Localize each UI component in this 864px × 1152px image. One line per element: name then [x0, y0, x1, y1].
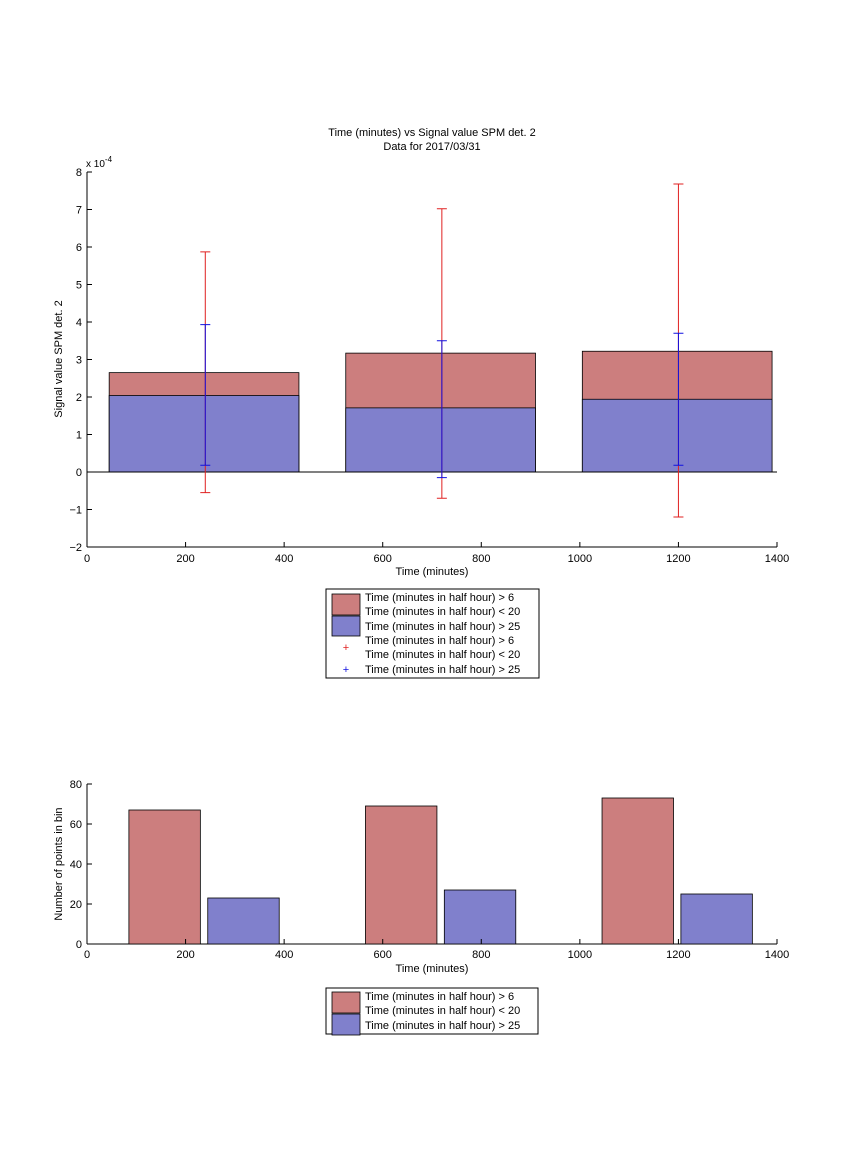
top-chart: 0 200 400 600 800 1000 1200 1400 −2 −1 0 1 2 3 4 5 6 7 8 [69, 167, 789, 565]
bottom-ylabel: Number of points in bin [53, 807, 65, 920]
top-legend-label-3b: Time (minutes in half hour) < 20 [365, 649, 520, 661]
top-exponent-power: -4 [105, 155, 113, 164]
top-xlabel: Time (minutes) [396, 566, 469, 578]
top-x-tick-label: 1200 [666, 553, 690, 565]
bottom-bar-red [601, 797, 674, 945]
bottom-x-tick-label: 800 [472, 949, 490, 961]
top-exponent-label: x 10-4 [86, 155, 113, 170]
top-legend-label-3a: Time (minutes in half hour) > 6 [365, 635, 514, 647]
top-y-tick-label: 1 [76, 430, 82, 442]
top-y-tick-label: −1 [69, 505, 82, 517]
bottom-legend: Time (minutes in half hour) > 6 Time (mi… [325, 987, 539, 1036]
top-y-tick-label: 8 [76, 167, 82, 179]
top-bar-blue [345, 407, 536, 473]
bottom-legend-label-1a: Time (minutes in half hour) > 6 [365, 991, 514, 1003]
bottom-y-tick-label: 60 [70, 819, 82, 831]
bottom-chart: 0 200 400 600 800 1000 1200 1400 0 20 40 60 80 [70, 779, 789, 961]
top-y-tick-label: 4 [76, 317, 82, 329]
top-legend-blue-plus-icon: + [343, 664, 349, 676]
bottom-legend-label-1b: Time (minutes in half hour) < 20 [365, 1005, 520, 1017]
bottom-bar-blue [207, 897, 280, 945]
bottom-legend-blue-patch [331, 1013, 361, 1036]
bottom-bar-blue [680, 893, 753, 945]
top-y-tick-label: −2 [69, 542, 82, 554]
bottom-bar-blue [443, 889, 517, 945]
top-x-tick-label: 400 [275, 553, 293, 565]
bottom-x-tick-label: 200 [176, 949, 194, 961]
bottom-legend-label-2: Time (minutes in half hour) > 25 [365, 1020, 520, 1032]
top-x-tick-label: 800 [472, 553, 490, 565]
bottom-legend-red-patch [331, 991, 361, 1014]
bottom-x-tick-label: 1000 [568, 949, 592, 961]
top-y-tick-label: 2 [76, 392, 82, 404]
bottom-xlabel: Time (minutes) [396, 963, 469, 975]
bottom-bar-red [365, 805, 438, 945]
top-y-tick-label: 5 [76, 280, 82, 292]
top-x-tick-label: 1000 [568, 553, 592, 565]
top-legend-label-1a: Time (minutes in half hour) > 6 [365, 592, 514, 604]
bottom-x-tick-label: 1400 [765, 949, 789, 961]
top-x-tick-label: 600 [374, 553, 392, 565]
bottom-x-tick-label: 1200 [666, 949, 690, 961]
top-y-tick-label: 3 [76, 355, 82, 367]
chart-title: Time (minutes) vs Signal value SPM det. … [328, 127, 535, 139]
bottom-y-tick-label: 80 [70, 779, 82, 791]
bottom-x-tick-label: 600 [374, 949, 392, 961]
top-ylabel: Signal value SPM det. 2 [53, 300, 65, 417]
top-legend-red-plus-icon: + [343, 642, 349, 654]
top-legend-label-2: Time (minutes in half hour) > 25 [365, 621, 520, 633]
top-legend: Time (minutes in half hour) > 6 Time (mi… [325, 588, 540, 679]
top-x-tick-label: 200 [176, 553, 194, 565]
top-exponent-base: x 10 [86, 159, 105, 170]
bottom-legend-box [325, 987, 539, 1035]
top-legend-blue-patch [331, 615, 361, 637]
chart-subtitle: Data for 2017/03/31 [383, 141, 480, 153]
top-legend-label-4: Time (minutes in half hour) > 25 [365, 664, 520, 676]
bottom-y-tick-label: 40 [70, 859, 82, 871]
bottom-x-tick-label: 0 [84, 949, 90, 961]
top-y-tick-label: 6 [76, 242, 82, 254]
top-x-tick-label: 1400 [765, 553, 789, 565]
top-x-tick-label: 0 [84, 553, 90, 565]
top-legend-label-1b: Time (minutes in half hour) < 20 [365, 606, 520, 618]
top-y-tick-label: 7 [76, 205, 82, 217]
bottom-x-tick-label: 400 [275, 949, 293, 961]
top-legend-red-patch [331, 593, 361, 616]
bottom-y-tick-label: 20 [70, 899, 82, 911]
bottom-y-tick-label: 0 [76, 939, 82, 951]
bottom-bar-red [128, 809, 201, 945]
top-y-tick-label: 0 [76, 467, 82, 479]
top-bar-blue [581, 398, 773, 473]
top-bar-blue [108, 395, 300, 473]
top-legend-box [325, 588, 540, 679]
